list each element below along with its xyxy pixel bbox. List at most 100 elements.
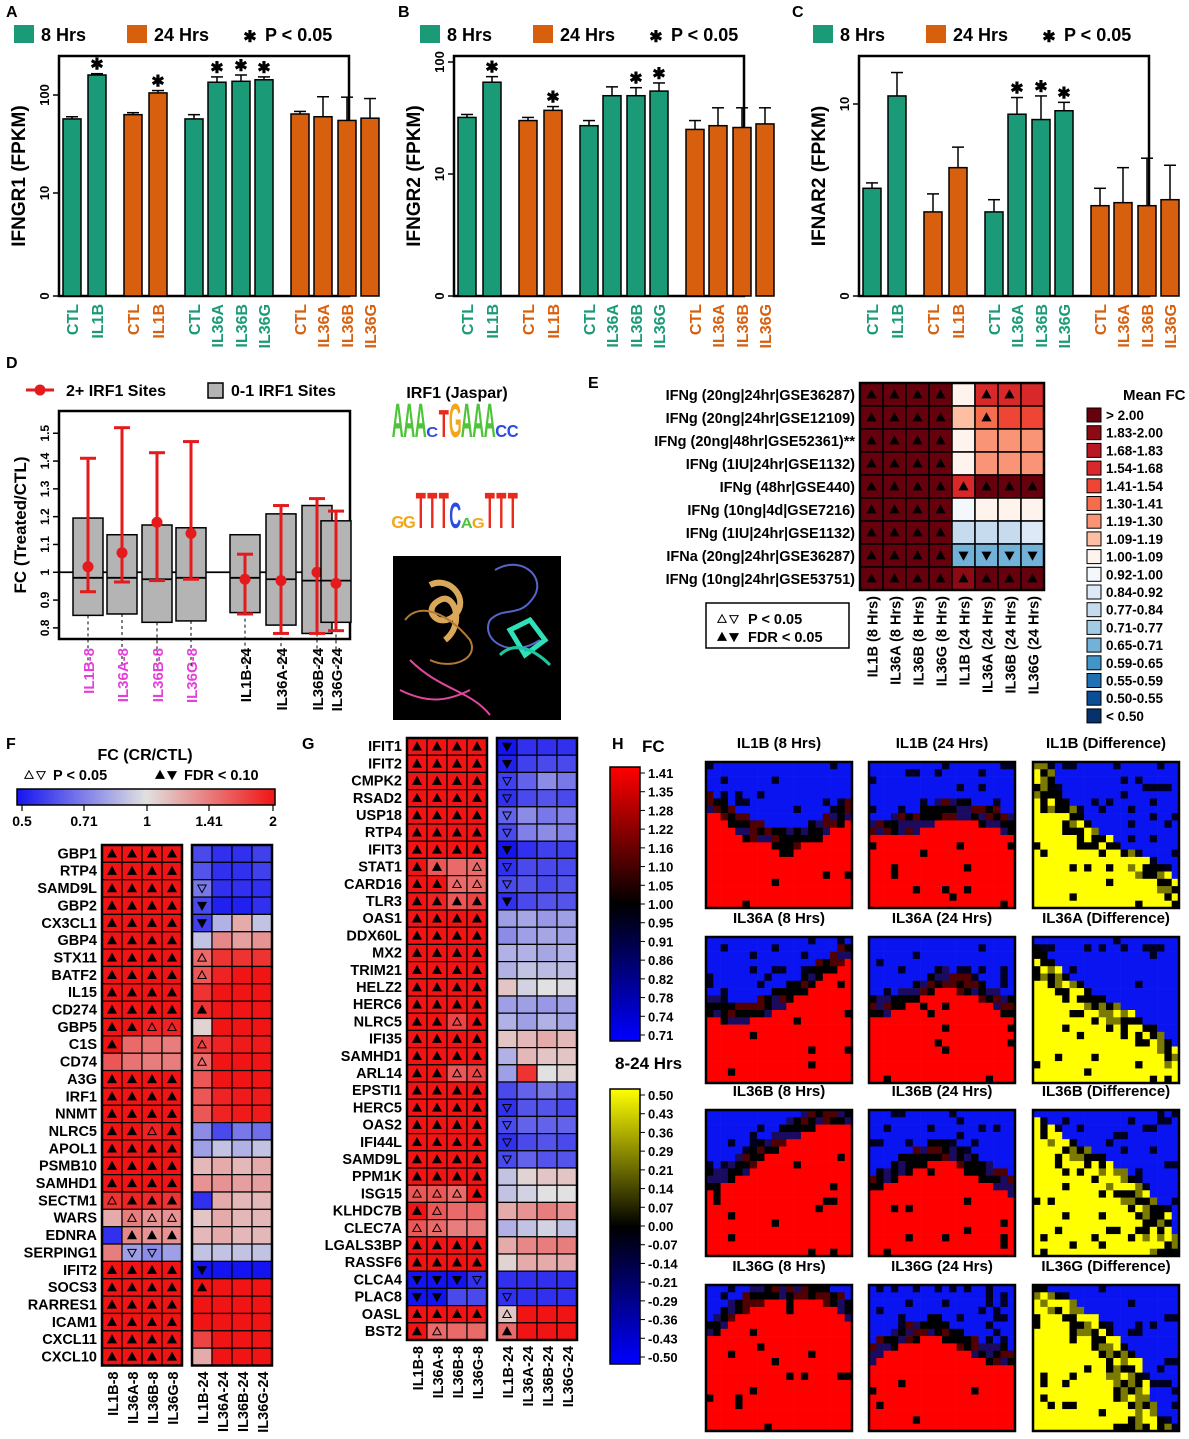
som-cell-0-1-7-4 [898, 813, 906, 821]
som-cell-0-1-5-6 [913, 799, 921, 807]
som-cell-2-2-6-3 [1055, 1154, 1063, 1162]
som-cell-0-2-1-17 [1157, 769, 1165, 777]
som-cell-0-1-1-12 [957, 769, 965, 777]
som-cell-1-2-7-12 [1121, 988, 1129, 996]
som-cell-1-1-11-12 [957, 1017, 965, 1025]
som-cell-1-1-11-3 [891, 1017, 899, 1025]
som-cell-1-2-6-16 [1150, 981, 1158, 989]
som-cell-2-2-3-17 [1157, 1132, 1165, 1140]
som-cell-1-2-18-11 [1113, 1068, 1121, 1076]
heatmap-E-cell-2-5 [975, 429, 998, 452]
heatmap-E-cell-3-6 [998, 452, 1021, 475]
som-cell-2-2-2-9 [1099, 1125, 1107, 1133]
som-cell-1-1-17-17 [993, 1061, 1001, 1069]
som-cell-1-2-6-11 [1113, 981, 1121, 989]
som-cell-2-1-13-9 [935, 1205, 943, 1213]
som-cell-1-1-9-17 [993, 1003, 1001, 1011]
som-cell-2-1-6-7 [920, 1154, 928, 1162]
som-cell-1-0-3-10 [779, 959, 787, 967]
som-cell-2-1-9-3 [891, 1176, 899, 1184]
som-cell-2-1-17-13 [964, 1234, 972, 1242]
heatmap-G-cell-10-6 [537, 910, 557, 927]
som-cell-1-2-16-18 [1164, 1054, 1172, 1062]
som-cell-2-1-5-8 [927, 1147, 935, 1155]
som-cell-0-0-15-4 [735, 872, 743, 880]
som-cell-2-0-6-15 [816, 1154, 824, 1162]
heatmap-E-legend-label-17: < 0.50 [1106, 709, 1144, 724]
som-cell-0-1-9-12 [957, 828, 965, 836]
som-cell-2-0-1-11 [786, 1117, 794, 1125]
som-cell-2-0-2-17 [830, 1125, 838, 1133]
bar-A-8 [291, 114, 309, 296]
som-cell-2-2-13-6 [1077, 1205, 1085, 1213]
som-cell-0-0-11-12 [794, 842, 802, 850]
som-cell-2-1-4-11 [949, 1139, 957, 1147]
som-cell-1-1-14-12 [957, 1039, 965, 1047]
som-cell-2-1-12-13 [964, 1198, 972, 1206]
som-cell-1-1-10-15 [979, 1010, 987, 1018]
som-cell-0-2-12-15 [1143, 850, 1151, 858]
heatmap-G-cell-34-6 [537, 1323, 557, 1340]
som-cell-2-2-9-1 [1040, 1176, 1048, 1184]
som-cell-2-2-11-11 [1113, 1190, 1121, 1198]
som-cell-2-1-8-17 [993, 1168, 1001, 1176]
som-cell-1-2-4-4 [1062, 966, 1070, 974]
som-cell-0-2-14-5 [1070, 864, 1078, 872]
som-cell-2-2-8-12 [1121, 1168, 1129, 1176]
heatmap-F-key-open-up [25, 771, 33, 779]
som-cell-0-2-1-8 [1091, 769, 1099, 777]
som-cell-2-1-8-13 [964, 1168, 972, 1176]
som-cell-1-0-8-5 [743, 995, 751, 1003]
som-cell-1-2-9-14 [1135, 1003, 1143, 1011]
som-cell-0-2-13-9 [1099, 857, 1107, 865]
som-cell-2-0-16-16 [823, 1227, 831, 1235]
heatmap-F-cell-22-5 [212, 1227, 232, 1244]
som-cell-2-1-15-11 [949, 1220, 957, 1228]
heatmap-F-col-label-2: IL36B-8 [146, 1372, 162, 1424]
bar-B-1 [483, 82, 501, 296]
som-cell-1-0-4-7 [757, 966, 765, 974]
som-cell-2-1-15-7 [920, 1220, 928, 1228]
som-cell-1-0-7-5 [743, 988, 751, 996]
som-cell-0-2-2-11 [1113, 777, 1121, 785]
som-cell-2-2-4-15 [1143, 1139, 1151, 1147]
som-cell-2-2-11-16 [1150, 1190, 1158, 1198]
ytick-label-B-0: 0 [432, 292, 447, 299]
som-cell-1-1-16-14 [971, 1054, 979, 1062]
som-cell-0-2-4-11 [1113, 791, 1121, 799]
som-cell-2-0-16-15 [816, 1227, 824, 1235]
colorbar-fc-tick-label-11: 0.82 [648, 972, 673, 987]
som-cell-0-0-8-14 [808, 820, 816, 828]
som-cell-0-2-6-8 [1091, 806, 1099, 814]
som-cell-0-1-13-14 [971, 857, 979, 865]
som-cell-0-2-3-12 [1121, 784, 1129, 792]
som-cell-0-2-6-18 [1164, 806, 1172, 814]
som-cell-2-1-14-11 [949, 1212, 957, 1220]
som-cell-0-1-5-17 [993, 799, 1001, 807]
som-cell-0-2-3-17 [1157, 784, 1165, 792]
som-cell-2-1-2-4 [898, 1125, 906, 1133]
heatmap-F-gene-label-29: CXCL10 [41, 1350, 97, 1366]
som-cell-2-1-5-9 [935, 1147, 943, 1155]
som-cell-2-1-2-18 [1000, 1125, 1008, 1133]
som-cell-1-1-10-9 [935, 1010, 943, 1018]
som-cell-0-1-7-7 [920, 813, 928, 821]
som-cell-2-2-5-9 [1099, 1147, 1107, 1155]
som-cell-1-1-16-18 [1000, 1054, 1008, 1062]
som-cell-1-0-4-12 [794, 966, 802, 974]
som-cell-0-1-6-1 [876, 806, 884, 814]
som-cell-0-0-12-8 [764, 850, 772, 858]
som-cell-0-1-1-2 [884, 769, 892, 777]
som-cell-2-1-12-17 [993, 1198, 1001, 1206]
som-cell-0-0-10-1 [713, 835, 721, 843]
som-cell-0-0-18-5 [743, 893, 751, 901]
heatmap-E-key-fdr: FDR < 0.05 [748, 630, 823, 646]
heatmap-G-cell-26-2 [447, 1185, 467, 1202]
heatmap-E-legend-label-5: 1.30-1.41 [1106, 497, 1164, 512]
som-cell-2-0-6-1 [713, 1154, 721, 1162]
som-cell-0-1-5-14 [971, 799, 979, 807]
som-cell-2-1-6-17 [993, 1154, 1001, 1162]
som-cell-2-0-3-2 [721, 1132, 729, 1140]
som-cell-1-1-6-13 [964, 981, 972, 989]
som-cell-2-2-6-12 [1121, 1154, 1129, 1162]
